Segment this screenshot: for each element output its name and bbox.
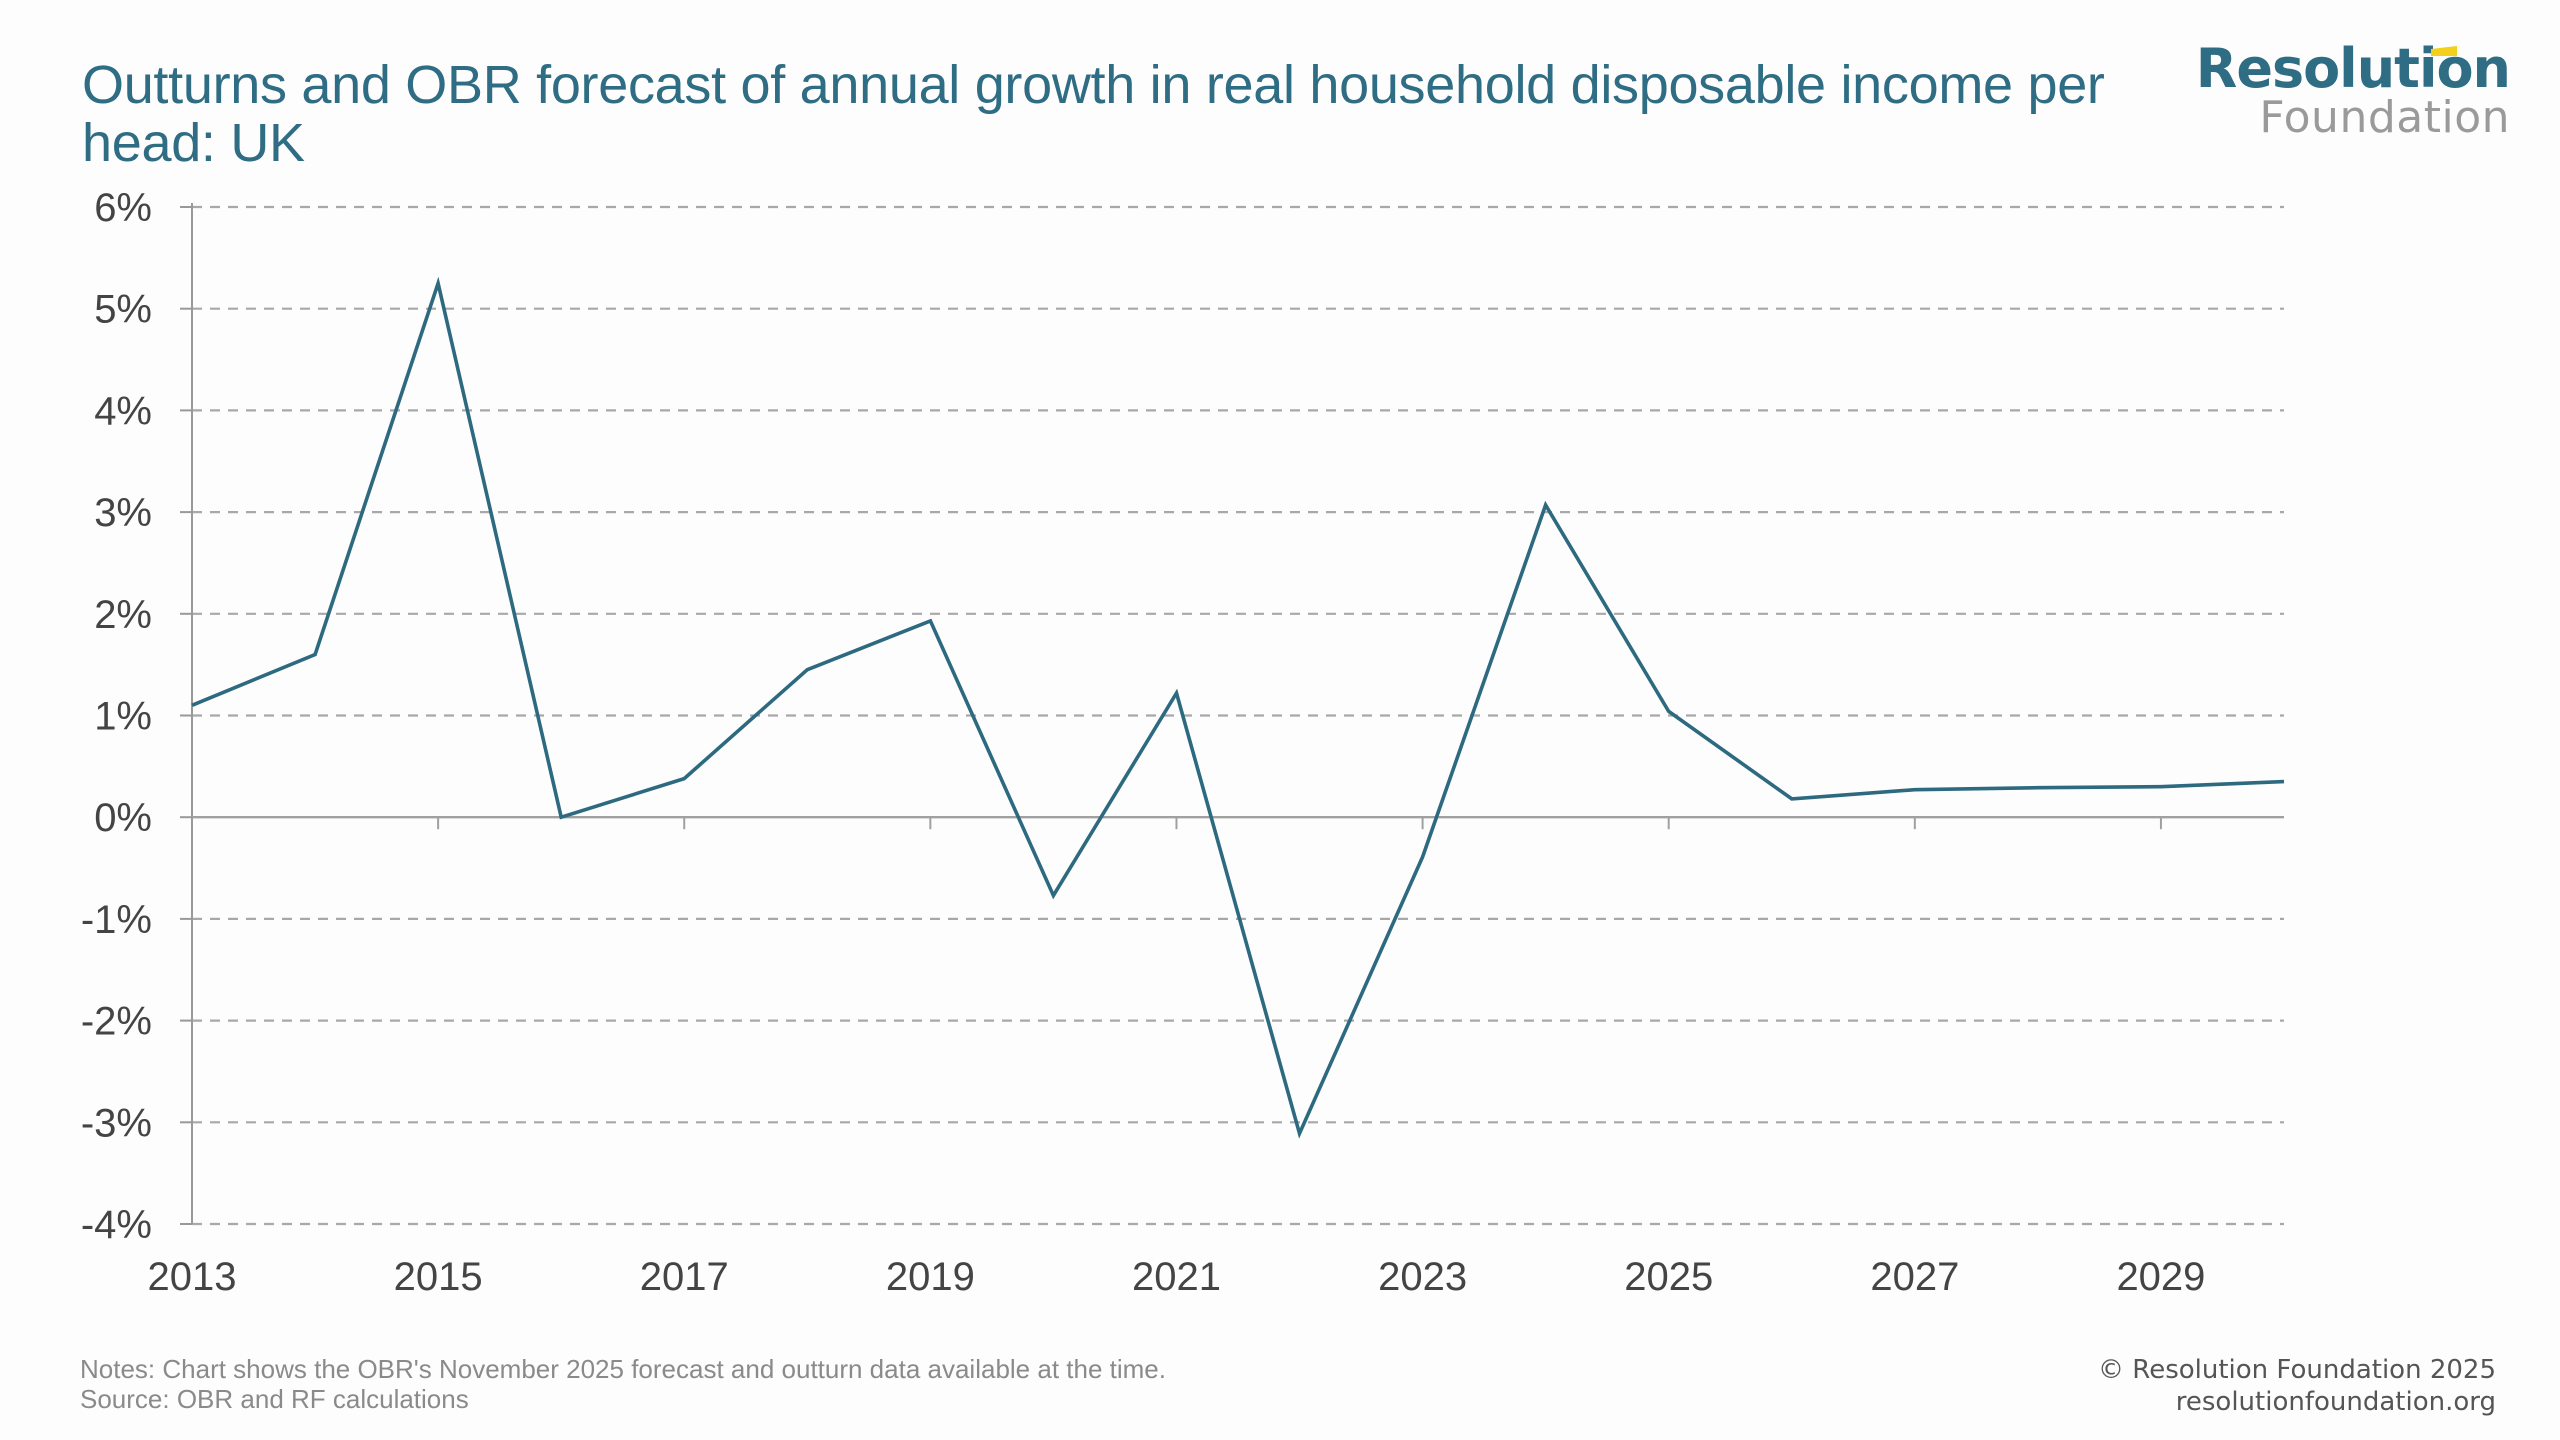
y-tick-label: -2% xyxy=(81,1000,152,1044)
gridlines xyxy=(192,205,2284,1226)
x-tick-label: 2023 xyxy=(1378,1255,1467,1299)
x-tick-label: 2025 xyxy=(1624,1255,1713,1299)
resolution-foundation-logo: Resolution Foundation xyxy=(2180,36,2511,146)
x-tick-label: 2019 xyxy=(886,1255,975,1299)
x-tick-label: 2021 xyxy=(1132,1255,1221,1299)
source-text: Source: OBR and RF calculations xyxy=(80,1384,469,1414)
y-tick-label: -3% xyxy=(81,1101,152,1145)
notes-text: Notes: Chart shows the OBR's November 20… xyxy=(80,1354,1166,1384)
copyright-text: © Resolution Foundation 2025 xyxy=(2098,1355,2496,1385)
y-tick-label: 0% xyxy=(94,796,152,840)
axes xyxy=(180,203,2284,1225)
x-tick-label: 2015 xyxy=(394,1255,483,1299)
series-group xyxy=(191,276,2285,1139)
x-axis-labels: 2013 2015 2017 2019 2021 2023 2025 2027 2029 xyxy=(148,1255,2206,1299)
y-tick-label: 3% xyxy=(94,491,152,535)
x-tick-label: 2029 xyxy=(2116,1255,2205,1299)
y-tick-label: 2% xyxy=(94,593,152,637)
y-tick-label: -1% xyxy=(81,898,152,942)
copyright-block: © Resolution Foundation 2025 resolutionf… xyxy=(2098,1354,2496,1418)
chart-title: Outturns and OBR forecast of annual grow… xyxy=(82,55,2105,173)
y-axis-labels: 6% 5% 4% 3% 2% 1% 0% -1% -2% -3% -4% xyxy=(81,186,152,1247)
y-tick-label: 1% xyxy=(94,695,152,739)
x-tick-label: 2017 xyxy=(640,1255,729,1299)
y-tick-label: 4% xyxy=(94,389,152,433)
series-line xyxy=(191,276,2285,1139)
logo-accent-icon xyxy=(2431,46,2457,56)
chart-notes: Notes: Chart shows the OBR's November 20… xyxy=(80,1354,1166,1414)
logo-wordmark-resolution: Resolution xyxy=(2195,37,2511,100)
y-tick-label: 5% xyxy=(94,288,152,332)
y-tick-label: 6% xyxy=(94,186,152,230)
x-tick-label: 2027 xyxy=(1870,1255,1959,1299)
logo-wordmark-foundation: Foundation xyxy=(2259,92,2510,143)
x-tick-label: 2013 xyxy=(148,1255,237,1299)
website-link[interactable]: resolutionfoundation.org xyxy=(2175,1387,2496,1417)
y-tick-label: -4% xyxy=(81,1203,152,1247)
